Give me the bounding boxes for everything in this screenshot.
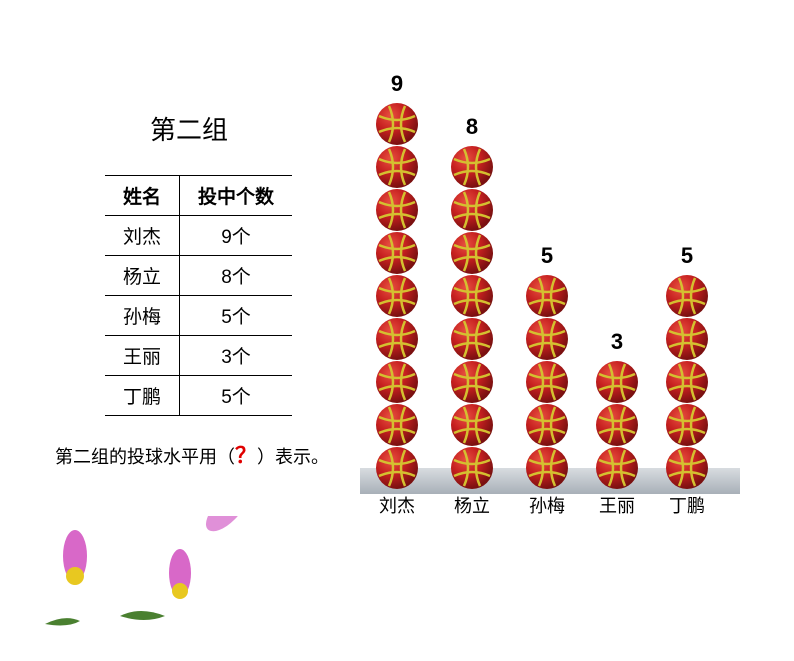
- basketball-icon: [525, 446, 569, 490]
- column-label: 王丽: [587, 492, 647, 518]
- basketball-icon: [665, 274, 709, 318]
- column-value: 9: [375, 71, 419, 97]
- column-label: 杨立: [442, 492, 502, 518]
- column-value: 8: [450, 114, 494, 140]
- basketball-icon: [450, 360, 494, 404]
- cell-count: 8个: [180, 256, 293, 296]
- decorative-flowers: [20, 516, 280, 626]
- column-value: 3: [595, 329, 639, 355]
- chart-column: 5 孙梅: [525, 275, 569, 490]
- cell-name: 孙梅: [105, 296, 180, 336]
- column-value: 5: [665, 243, 709, 269]
- table-row: 王丽 3个: [105, 336, 292, 376]
- chart-column: 3 王丽: [595, 361, 639, 490]
- basketball-icon: [525, 360, 569, 404]
- table-header-row: 姓名 投中个数: [105, 176, 292, 216]
- basketball-icon: [375, 188, 419, 232]
- basketball-icon: [375, 231, 419, 275]
- basketball-icon: [450, 231, 494, 275]
- basketball-icon: [450, 446, 494, 490]
- group-title: 第二组: [150, 110, 228, 147]
- cell-count: 5个: [180, 296, 293, 336]
- table-row: 刘杰 9个: [105, 216, 292, 256]
- column-label: 孙梅: [517, 492, 577, 518]
- cell-name: 王丽: [105, 336, 180, 376]
- flower-decoration: [20, 516, 280, 656]
- basketball-icon: [525, 317, 569, 361]
- basketball-icon: [665, 360, 709, 404]
- chart-column: 9: [375, 103, 419, 490]
- table-row: 孙梅 5个: [105, 296, 292, 336]
- basketball-icon: [450, 317, 494, 361]
- cell-name: 杨立: [105, 256, 180, 296]
- basketball-icon: [375, 446, 419, 490]
- score-table: 姓名 投中个数 刘杰 9个 杨立 8个 孙梅 5个 王丽 3个 丁鹏 5个: [105, 175, 292, 416]
- sentence-before: 第二组的投球水平用（: [55, 447, 235, 467]
- basketball-icon: [450, 145, 494, 189]
- basketball-icon: [525, 274, 569, 318]
- basketball-icon: [375, 360, 419, 404]
- table-row: 杨立 8个: [105, 256, 292, 296]
- basketball-icon: [525, 403, 569, 447]
- table-row: 丁鹏 5个: [105, 376, 292, 416]
- basketball-icon: [595, 403, 639, 447]
- question-mark: ？: [235, 443, 257, 468]
- question-sentence: 第二组的投球水平用（？）表示。: [55, 438, 329, 470]
- basketball-icon: [375, 317, 419, 361]
- basketball-icon: [665, 317, 709, 361]
- cell-name: 刘杰: [105, 216, 180, 256]
- basketball-icon: [450, 274, 494, 318]
- column-value: 5: [525, 243, 569, 269]
- basketball-icon: [450, 403, 494, 447]
- basketball-icon: [665, 446, 709, 490]
- column-label: 丁鹏: [657, 492, 717, 518]
- chart-column: 5 丁鹏: [665, 275, 709, 490]
- basketball-icon: [375, 274, 419, 318]
- cell-count: 9个: [180, 216, 293, 256]
- col-header-count: 投中个数: [180, 176, 293, 216]
- cell-count: 3个: [180, 336, 293, 376]
- cell-name: 丁鹏: [105, 376, 180, 416]
- chart-column: 8: [450, 146, 494, 490]
- cell-count: 5个: [180, 376, 293, 416]
- basketball-icon: [375, 403, 419, 447]
- basketball-icon: [375, 102, 419, 146]
- basketball-icon: [595, 446, 639, 490]
- basketball-icon: [595, 360, 639, 404]
- basketball-icon: [665, 403, 709, 447]
- sentence-after: ）表示。: [257, 447, 329, 467]
- pictograph-chart: 9: [360, 60, 740, 530]
- column-label: 刘杰: [367, 492, 427, 518]
- basketball-icon: [450, 188, 494, 232]
- basketball-icon: [375, 145, 419, 189]
- col-header-name: 姓名: [105, 176, 180, 216]
